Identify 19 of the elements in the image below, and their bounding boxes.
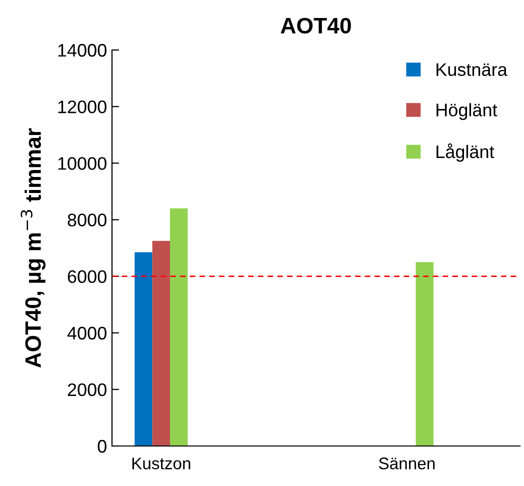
y-axis-title: AOT40, µg m$^{−3}$ timmar [20,128,46,368]
y-tick-label: 10000 [58,157,106,170]
legend-label: Låglänt [436,143,494,162]
legend-label: Kustnära [436,63,508,76]
chart-title: AOT40 [280,18,351,34]
legend-label: Höglänt [436,103,498,120]
bar [416,262,434,446]
y-tick-label: 2000 [68,383,106,396]
x-tick-label: Sännen [378,458,435,470]
y-tick-label: 4000 [67,326,106,340]
y-tick-label: 12000 [58,100,106,114]
bar [170,208,188,446]
y-tick-label: 8000 [68,214,106,226]
bar [134,252,152,446]
bar [152,240,170,446]
x-tick-label: Kustzon [132,458,190,470]
y-tick-label: 14000 [58,44,106,57]
y-tick-label: 0 [98,440,106,453]
y-tick-label: 6000 [68,270,106,284]
